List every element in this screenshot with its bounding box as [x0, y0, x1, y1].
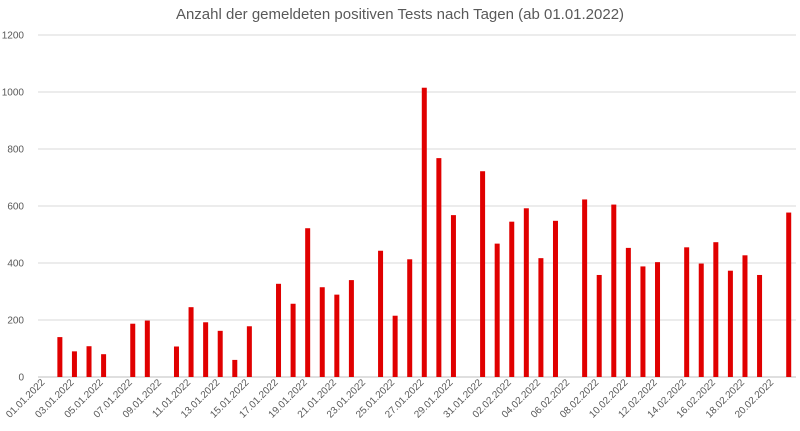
bar-27.01.2022: [421, 87, 427, 377]
bar-24.01.2022: [378, 250, 384, 377]
bar-19.02.2022: [757, 274, 763, 377]
bar-04.01.2022: [86, 346, 92, 377]
bar-08.01.2022: [144, 320, 150, 377]
gridlines: [38, 34, 796, 378]
bar-26.01.2022: [407, 259, 413, 377]
bar-10.02.2022: [625, 247, 631, 377]
bar-31.01.2022: [480, 171, 486, 377]
bar-17.01.2022: [276, 283, 282, 377]
bar-11.02.2022: [640, 266, 646, 377]
bar-18.01.2022: [290, 303, 296, 377]
bar-03.01.2022: [71, 351, 77, 377]
x-tick-labels: 01.01.202203.01.202205.01.202207.01.2022…: [4, 377, 776, 420]
bar-08.02.2022: [596, 274, 602, 377]
bar-20.01.2022: [319, 287, 325, 377]
bar-05.01.2022: [101, 354, 107, 377]
bar-02.02.2022: [509, 221, 515, 377]
bar-21.02.2022: [786, 212, 792, 377]
bar-16.02.2022: [713, 242, 719, 377]
bar-11.01.2022: [188, 307, 194, 377]
bar-12.01.2022: [203, 322, 209, 377]
bars: [57, 87, 792, 377]
bar-03.02.2022: [523, 208, 529, 377]
bar-02.01.2022: [57, 337, 63, 377]
bar-13.01.2022: [217, 330, 223, 377]
y-tick-label: 0: [18, 373, 24, 384]
bar-22.01.2022: [348, 280, 354, 377]
y-tick-labels: 0 200 400 600 800 1000 1200: [2, 31, 25, 384]
bar-15.02.2022: [698, 263, 704, 377]
y-tick-label: 1000: [2, 88, 25, 99]
bar-14.02.2022: [684, 247, 690, 377]
y-tick-label: 600: [7, 202, 24, 213]
bar-05.02.2022: [552, 220, 558, 377]
bar-10.01.2022: [173, 346, 179, 377]
bar-18.02.2022: [742, 255, 748, 377]
y-tick-label: 200: [7, 316, 24, 327]
y-tick-label: 800: [7, 145, 24, 156]
bar-19.01.2022: [305, 228, 311, 377]
bar-28.01.2022: [436, 158, 442, 377]
bar-07.01.2022: [130, 323, 136, 377]
bar-29.01.2022: [450, 215, 456, 377]
bar-14.01.2022: [232, 359, 238, 377]
bar-17.02.2022: [727, 270, 733, 377]
y-tick-label: 1200: [2, 31, 25, 42]
bar-12.02.2022: [655, 262, 661, 377]
bar-15.01.2022: [246, 326, 252, 377]
bar-21.01.2022: [334, 294, 340, 377]
bar-09.02.2022: [611, 204, 617, 377]
bar-25.01.2022: [392, 315, 398, 377]
bar-01.02.2022: [494, 243, 500, 377]
chart-title: Anzahl der gemeldeten positiven Tests na…: [175, 6, 625, 23]
bar-07.02.2022: [582, 199, 588, 377]
bar-04.02.2022: [538, 258, 544, 377]
y-tick-label: 400: [7, 259, 24, 270]
